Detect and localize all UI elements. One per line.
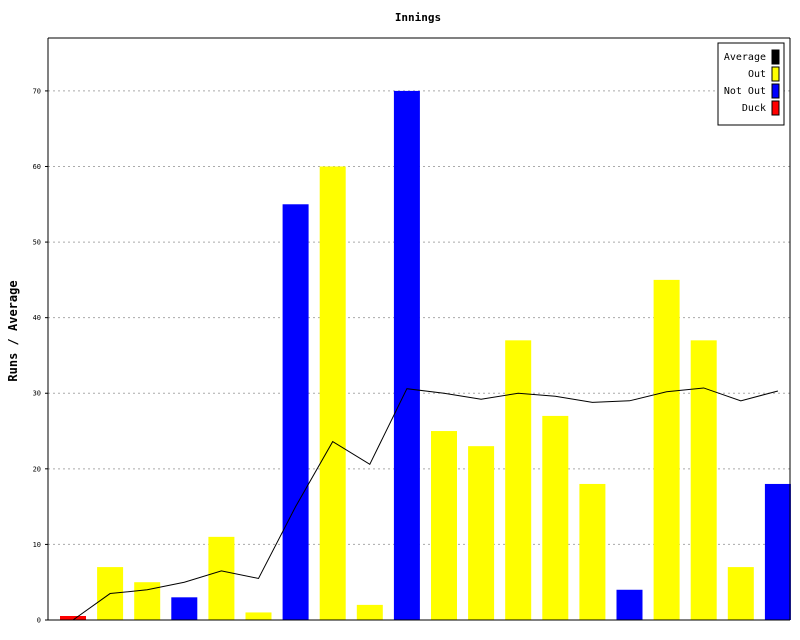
y-tick-label: 40: [33, 314, 41, 322]
legend-label: Not Out: [724, 86, 766, 97]
bar-out: [727, 567, 754, 620]
y-tick-label: 30: [33, 390, 41, 398]
y-tick-label: 60: [33, 163, 41, 171]
bar-out: [542, 415, 569, 620]
chart-title: Innings: [395, 11, 441, 24]
bar-out: [208, 536, 235, 620]
bar-out: [690, 340, 717, 620]
legend-swatch: [771, 100, 780, 116]
bar-out: [245, 612, 272, 620]
bar-not-out: [282, 204, 309, 621]
y-tick-label: 50: [33, 239, 41, 247]
bar-out: [319, 166, 346, 620]
legend-swatch: [771, 83, 780, 99]
bar-not-out: [171, 597, 198, 620]
y-axis-label: Runs / Average: [6, 280, 20, 381]
axes: 0 10 20 30 40 50 60 70: [33, 37, 791, 625]
bar-duck: [60, 616, 86, 620]
y-tick-label: 70: [33, 87, 41, 95]
average-line-group: [72, 387, 779, 621]
bar-not-out: [616, 589, 643, 620]
y-tick-label: 0: [37, 617, 41, 625]
bar-not-out: [393, 90, 420, 621]
y-tick-label: 20: [33, 465, 41, 473]
legend-swatch: [771, 66, 780, 82]
bar-out: [356, 604, 383, 620]
legend-swatch: [771, 49, 780, 65]
bar-out: [468, 446, 495, 620]
bar-out: [431, 431, 457, 620]
legend-label: Average: [724, 52, 766, 63]
bar-out: [653, 279, 680, 620]
bar-not-out: [764, 483, 791, 620]
legend-label: Out: [748, 69, 766, 80]
bar-out: [505, 340, 532, 620]
legend-label: Duck: [742, 103, 766, 114]
bar-out: [579, 483, 606, 620]
bars: [60, 90, 791, 621]
legend: Average Out Not Out Duck: [717, 42, 785, 126]
average-line: [72, 387, 779, 621]
y-tick-label: 10: [33, 541, 41, 549]
